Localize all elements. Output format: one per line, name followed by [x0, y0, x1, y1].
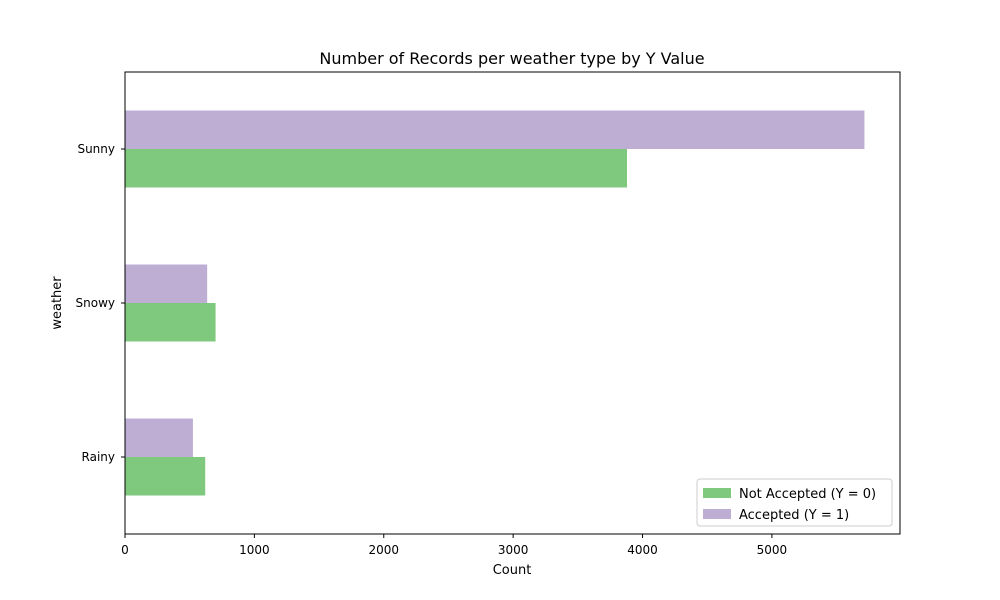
- legend-swatch: [703, 509, 731, 519]
- x-axis-ticks: 0 1000 2000 3000 4000 5000: [121, 534, 787, 557]
- bar-snowy-series-1: [125, 264, 208, 303]
- x-tick-label: 2000: [368, 543, 399, 557]
- y-axis-label: weather: [50, 276, 65, 330]
- bar-snowy-series-0: [125, 303, 216, 342]
- legend-box: [696, 478, 893, 527]
- legend-label: Accepted (Y = 1): [739, 508, 849, 523]
- legend: Not Accepted (Y = 0) Accepted (Y = 1): [696, 478, 893, 527]
- y-tick-label: Snowy: [76, 296, 115, 310]
- y-tick-label: Sunny: [77, 142, 115, 156]
- legend-label: Not Accepted (Y = 0): [739, 487, 876, 502]
- bar-sunny-series-1: [125, 110, 865, 149]
- y-tick-label: Rainy: [82, 450, 115, 464]
- x-axis-label: Count: [493, 563, 532, 578]
- bars-group: [125, 110, 865, 496]
- bar-rainy-series-1: [125, 418, 193, 457]
- x-tick-label: 0: [121, 543, 129, 557]
- x-tick-label: 4000: [627, 543, 658, 557]
- x-tick-label: 5000: [757, 543, 788, 557]
- y-axis-ticks: Rainy Snowy Sunny: [76, 142, 125, 464]
- bar-sunny-series-0: [125, 149, 628, 188]
- x-tick-label: 1000: [239, 543, 270, 557]
- legend-swatch: [703, 488, 731, 498]
- bar-rainy-series-0: [125, 457, 206, 496]
- chart-title: Number of Records per weather type by Y …: [319, 49, 704, 68]
- x-tick-label: 3000: [498, 543, 529, 557]
